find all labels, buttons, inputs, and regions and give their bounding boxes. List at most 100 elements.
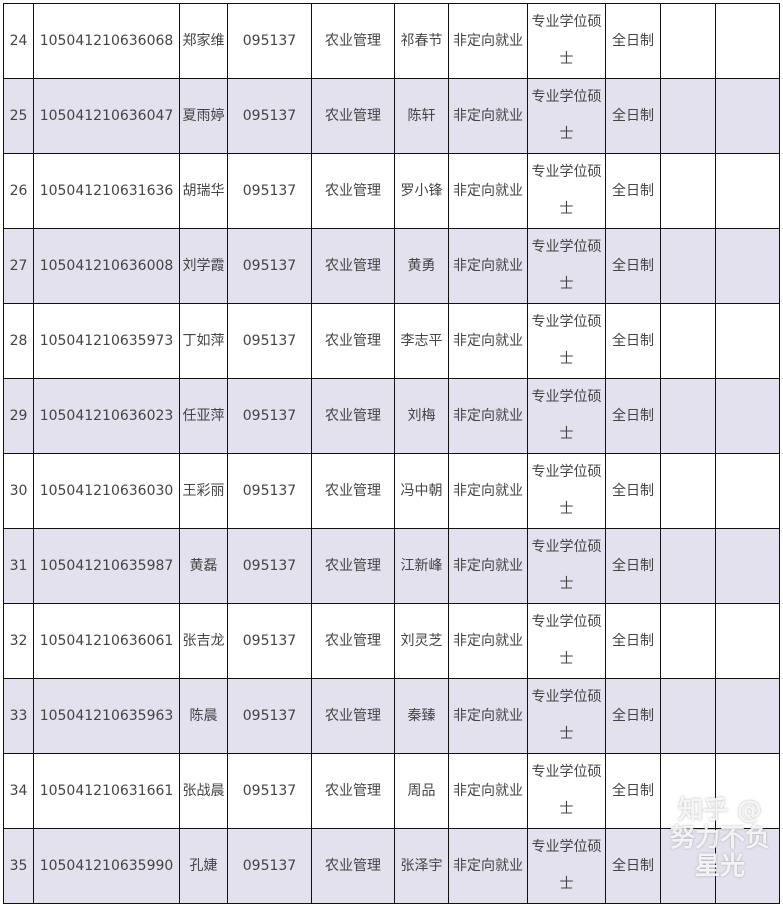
cell-name: 任亚萍 [179, 378, 228, 454]
cell-id: 105041210636023 [33, 378, 180, 454]
cell-c11 [715, 378, 780, 454]
cell-degree: 专业学位硕士 [527, 753, 606, 829]
cell-type: 非定向就业 [448, 678, 528, 754]
cell-type: 非定向就业 [448, 3, 528, 79]
cell-c10 [660, 303, 716, 379]
cell-type: 非定向就业 [448, 378, 528, 454]
cell-mode: 全日制 [605, 828, 661, 904]
cell-degree: 专业学位硕士 [527, 528, 606, 604]
cell-mode: 全日制 [605, 678, 661, 754]
cell-name: 夏雨婷 [179, 78, 228, 154]
cell-advisor: 罗小锋 [394, 153, 449, 229]
cell-c11 [715, 528, 780, 604]
cell-degree: 专业学位硕士 [527, 78, 606, 154]
cell-c11 [715, 153, 780, 229]
cell-id: 105041210635963 [33, 678, 180, 754]
cell-advisor: 江新峰 [394, 528, 449, 604]
cell-degree: 专业学位硕士 [527, 453, 606, 529]
cell-degree: 专业学位硕士 [527, 3, 606, 79]
cell-c11 [715, 3, 780, 79]
cell-no: 31 [3, 528, 34, 604]
cell-c10 [660, 453, 716, 529]
cell-code: 095137 [227, 603, 312, 679]
cell-c11 [715, 603, 780, 679]
cell-degree: 专业学位硕士 [527, 378, 606, 454]
cell-id: 105041210635973 [33, 303, 180, 379]
watermark: 知乎 @努力不负星光 [669, 795, 770, 880]
cell-id: 105041210631636 [33, 153, 180, 229]
cell-no: 32 [3, 603, 34, 679]
table-row: 29 105041210636023 任亚萍 095137 农业管理 刘梅 非定向就业 专业学… [3, 378, 780, 454]
cell-major: 农业管理 [311, 228, 395, 304]
cell-type: 非定向就业 [448, 153, 528, 229]
cell-c10 [660, 678, 716, 754]
cell-name: 刘学霞 [179, 228, 228, 304]
cell-advisor: 李志平 [394, 303, 449, 379]
cell-code: 095137 [227, 378, 312, 454]
cell-name: 胡瑞华 [179, 153, 228, 229]
cell-mode: 全日制 [605, 603, 661, 679]
cell-no: 35 [3, 828, 34, 904]
cell-major: 农业管理 [311, 603, 395, 679]
cell-type: 非定向就业 [448, 228, 528, 304]
cell-type: 非定向就业 [448, 753, 528, 829]
cell-degree: 专业学位硕士 [527, 603, 606, 679]
cell-code: 095137 [227, 678, 312, 754]
cell-advisor: 陈轩 [394, 78, 449, 154]
cell-no: 28 [3, 303, 34, 379]
cell-name: 陈晨 [179, 678, 228, 754]
table-row: 27 105041210636008 刘学霞 095137 农业管理 黄勇 非定向就业 专业学… [3, 228, 780, 304]
cell-c10 [660, 528, 716, 604]
cell-code: 095137 [227, 453, 312, 529]
cell-name: 丁如萍 [179, 303, 228, 379]
table-row: 30 105041210636030 王彩丽 095137 农业管理 冯中朝 非定向就业 专业… [3, 453, 780, 529]
cell-c10 [660, 3, 716, 79]
cell-no: 26 [3, 153, 34, 229]
cell-id: 105041210636061 [33, 603, 180, 679]
cell-c10 [660, 78, 716, 154]
cell-mode: 全日制 [605, 528, 661, 604]
cell-id: 105041210636047 [33, 78, 180, 154]
cell-mode: 全日制 [605, 78, 661, 154]
cell-no: 33 [3, 678, 34, 754]
cell-major: 农业管理 [311, 828, 395, 904]
table-row: 32 105041210636061 张吉龙 095137 农业管理 刘灵芝 非定向就业 专业… [3, 603, 780, 679]
cell-mode: 全日制 [605, 153, 661, 229]
cell-id: 105041210635987 [33, 528, 180, 604]
cell-type: 非定向就业 [448, 528, 528, 604]
cell-major: 农业管理 [311, 453, 395, 529]
table-row: 31 105041210635987 黄磊 095137 农业管理 江新峰 非定向就业 专业学… [3, 528, 780, 604]
cell-advisor: 冯中朝 [394, 453, 449, 529]
cell-advisor: 刘灵芝 [394, 603, 449, 679]
cell-no: 27 [3, 228, 34, 304]
cell-advisor: 周品 [394, 753, 449, 829]
cell-degree: 专业学位硕士 [527, 228, 606, 304]
cell-name: 郑家维 [179, 3, 228, 79]
admission-table: 24 105041210636068 郑家维 095137 农业管理 祁春节 非定向就业 专业… [3, 3, 780, 904]
cell-code: 095137 [227, 828, 312, 904]
cell-mode: 全日制 [605, 378, 661, 454]
cell-type: 非定向就业 [448, 603, 528, 679]
cell-major: 农业管理 [311, 153, 395, 229]
cell-c10 [660, 753, 716, 829]
table-row: 35 105041210635990 孔婕 095137 农业管理 张泽宇 非定向就业 专业学… [3, 828, 780, 904]
cell-id: 105041210636068 [33, 3, 180, 79]
cell-major: 农业管理 [311, 3, 395, 79]
cell-mode: 全日制 [605, 753, 661, 829]
cell-name: 王彩丽 [179, 453, 228, 529]
cell-code: 095137 [227, 303, 312, 379]
cell-mode: 全日制 [605, 453, 661, 529]
cell-id: 105041210631661 [33, 753, 180, 829]
cell-type: 非定向就业 [448, 303, 528, 379]
cell-id: 105041210635990 [33, 828, 180, 904]
cell-degree: 专业学位硕士 [527, 303, 606, 379]
cell-c11 [715, 453, 780, 529]
cell-mode: 全日制 [605, 3, 661, 79]
cell-degree: 专业学位硕士 [527, 153, 606, 229]
cell-name: 黄磊 [179, 528, 228, 604]
table-row: 26 105041210631636 胡瑞华 095137 农业管理 罗小锋 非定向就业 专业… [3, 153, 780, 229]
cell-major: 农业管理 [311, 303, 395, 379]
cell-no: 34 [3, 753, 34, 829]
cell-major: 农业管理 [311, 753, 395, 829]
cell-no: 25 [3, 78, 34, 154]
